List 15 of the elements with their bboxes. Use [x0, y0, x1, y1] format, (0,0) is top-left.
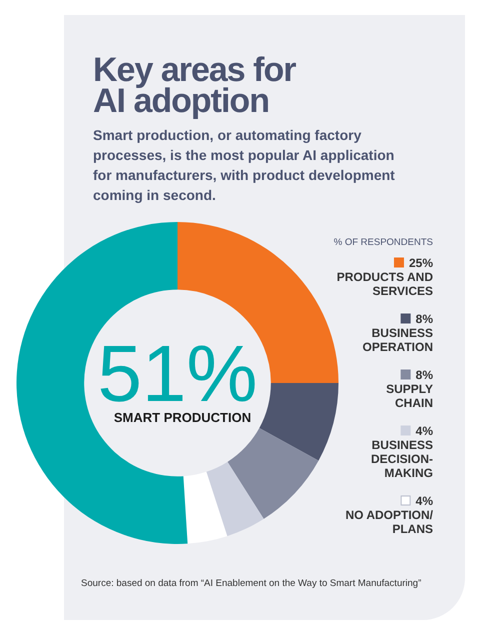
legend-label: PRODUCTS AND SERVICES [336, 270, 434, 298]
data-label: 8% [416, 368, 434, 382]
legend-label: NO ADOPTION/PLANS [345, 508, 434, 536]
legend-label: SUPPLY CHAIN [386, 382, 433, 410]
legend-label: BUSINESS OPERATION [362, 326, 433, 354]
chart-subtitle: Smart production, or automating factory processes, is the most popular AI application for manufacturers, with product development coming in second. [93, 126, 396, 205]
slice-label: SMART PRODUCTION [114, 410, 252, 425]
data-label: 4% [416, 494, 434, 508]
data-label: 4% [416, 424, 434, 438]
chart-title: Key areas for AI adoption [93, 51, 297, 120]
data-label: 25% [408, 256, 434, 270]
legend-label: BUSINESS DECISION-MAKING [370, 438, 433, 480]
legend-title: % OF RESPONDENTS [334, 237, 433, 248]
data-label: 8% [416, 312, 434, 326]
source-note: Source: based on data from “AI Enablement on the Way to Smart Manufacturing” [81, 578, 422, 590]
